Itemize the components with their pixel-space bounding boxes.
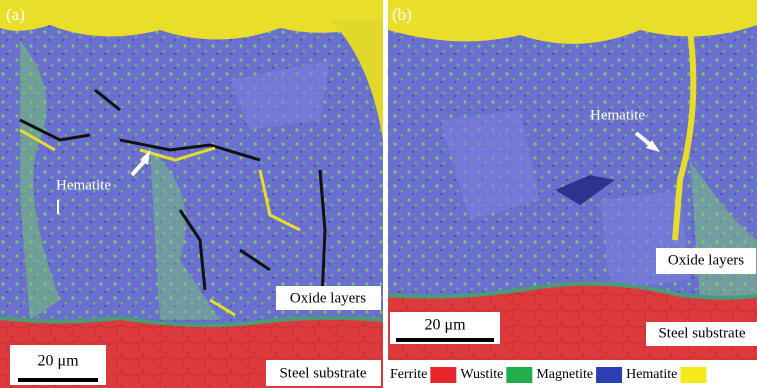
- scale-label: 20 μm: [424, 317, 466, 334]
- legend-label: Ferrite: [390, 367, 427, 382]
- legend-label: Hematite: [626, 367, 677, 382]
- substrate-label: Steel substrate: [279, 365, 366, 381]
- scale-bar: [18, 378, 98, 382]
- legend-swatch: [430, 367, 456, 383]
- legend-swatch: [596, 367, 622, 383]
- legend-label: Magnetite: [536, 367, 593, 382]
- scale-bar: [396, 338, 494, 342]
- panel-a: (a) Hematite Oxide layers 20 μm Steel su…: [0, 0, 383, 388]
- scale-label: 20 μm: [37, 353, 79, 370]
- figure: (a) Hematite Oxide layers 20 μm Steel su…: [0, 0, 757, 388]
- phase-label: Hematite: [590, 107, 645, 123]
- legend: Ferrite Wustite Magnetite Hematite: [390, 367, 706, 383]
- substrate-label: Steel substrate: [658, 325, 745, 341]
- layer-label: Oxide layers: [290, 290, 366, 306]
- panel-b: (b) Hematite Oxide layers 20 μm Steel su…: [388, 0, 757, 388]
- panel-label: (a): [6, 5, 25, 24]
- phase-label: Hematite: [56, 177, 111, 193]
- legend-swatch: [680, 367, 706, 383]
- layer-label: Oxide layers: [668, 252, 744, 268]
- panel-label: (b): [392, 5, 412, 24]
- legend-label: Wustite: [460, 367, 503, 382]
- legend-swatch: [506, 367, 532, 383]
